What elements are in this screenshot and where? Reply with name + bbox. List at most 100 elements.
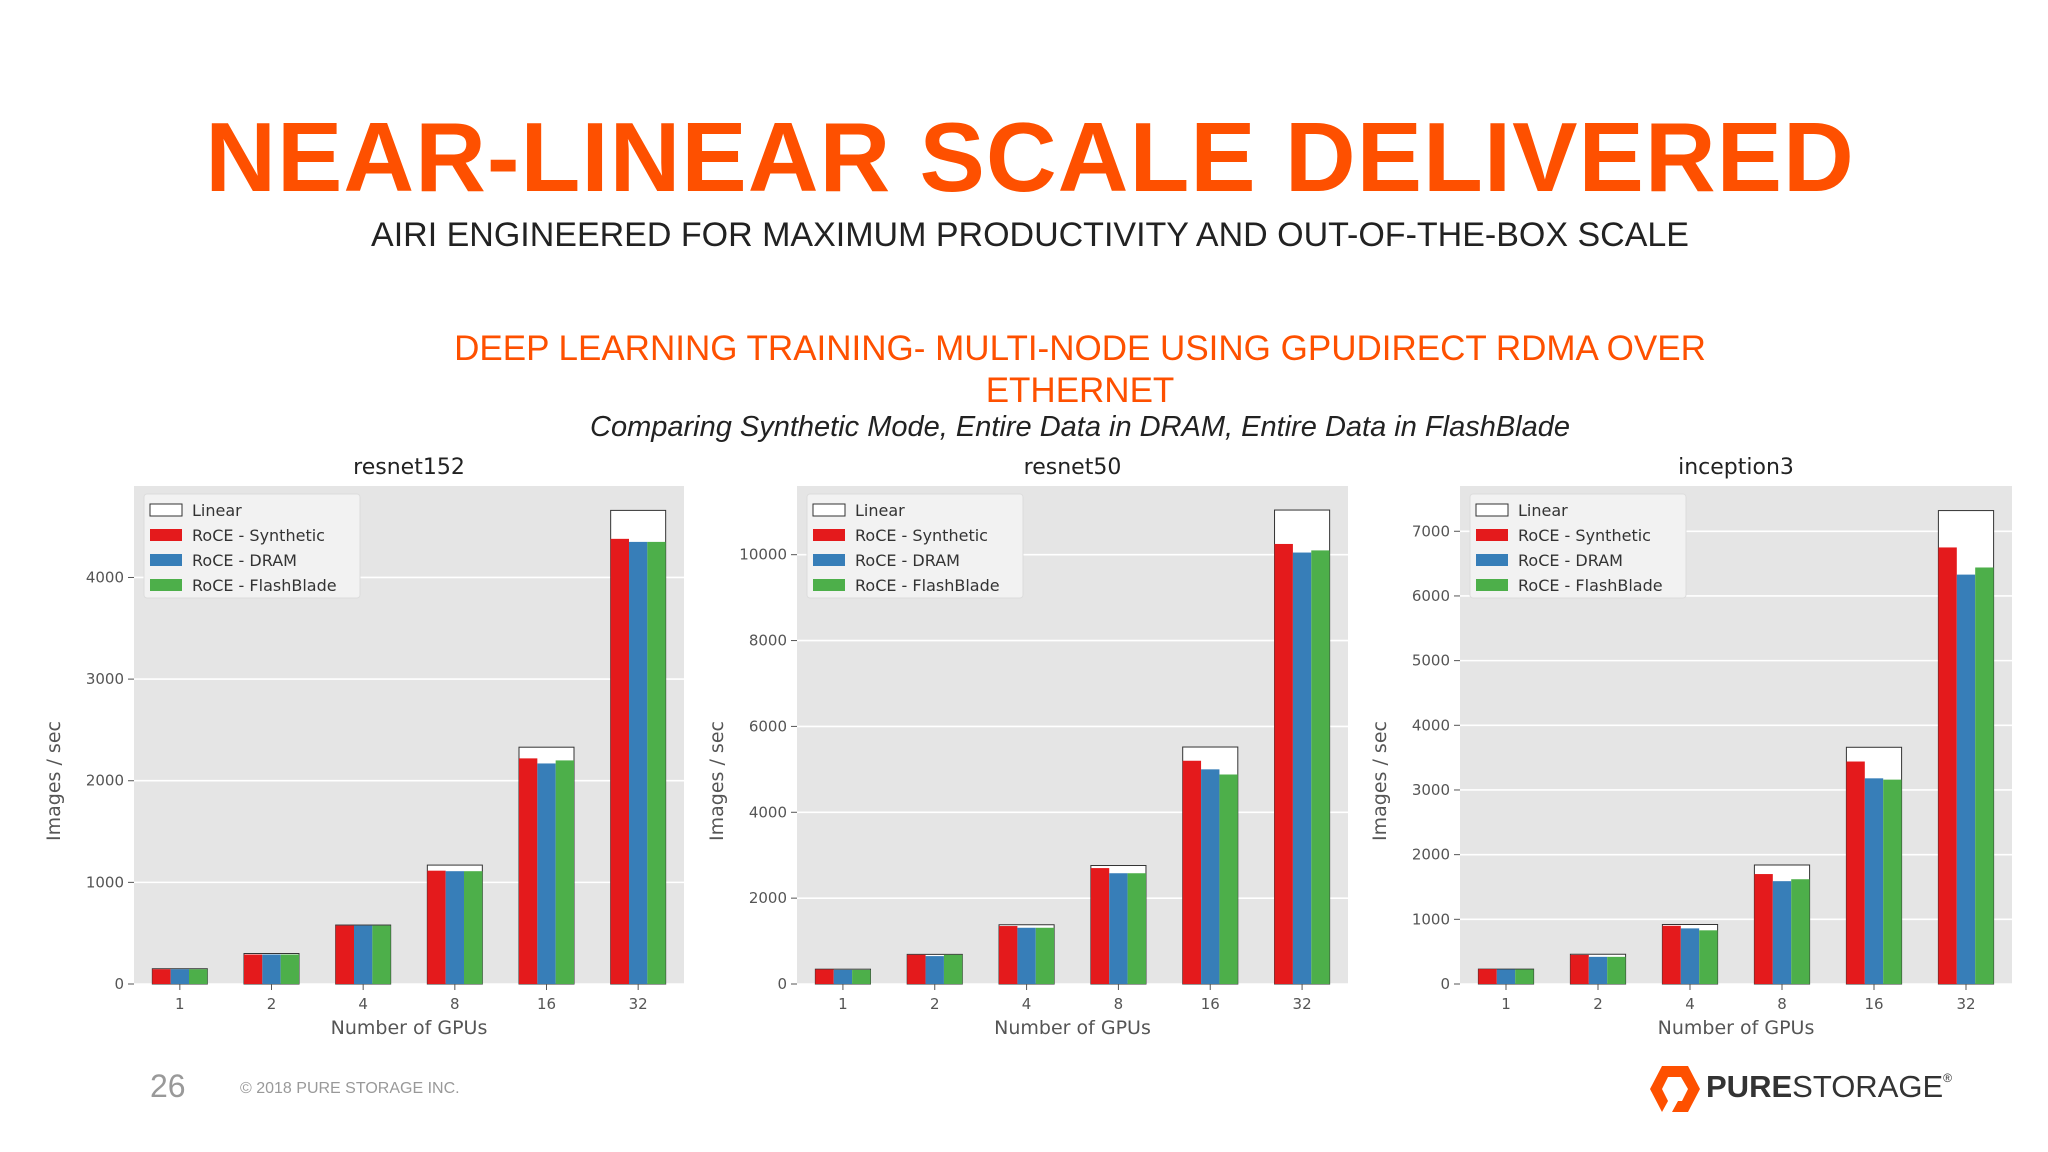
bar-flashblade-4 [1699, 930, 1718, 984]
pure-storage-logo-text: PURESTORAGE® [1706, 1069, 1952, 1105]
legend-label-synthetic: RoCE - Synthetic [855, 526, 988, 545]
legend-label-synthetic: RoCE - Synthetic [192, 526, 325, 545]
bar-dram-16 [1201, 769, 1220, 984]
x-tick-label: 4 [1685, 995, 1695, 1013]
logo-mark: ® [1943, 1071, 1953, 1085]
legend-swatch-linear [149, 503, 183, 517]
legend-swatch-flashblade [813, 579, 845, 591]
y-axis-label: Images / sec [1369, 721, 1391, 841]
bar-synthetic-32 [610, 538, 629, 984]
comparison-caption: Comparing Synthetic Mode, Entire Data in… [590, 411, 1570, 443]
y-tick-label: 2000 [749, 889, 787, 907]
chart-title: inception3 [1678, 455, 1794, 480]
y-tick-label: 3000 [1412, 781, 1450, 799]
legend-label-flashblade: RoCE - FlashBlade [855, 576, 1000, 595]
bar-synthetic-2 [907, 954, 926, 984]
legend-label-dram: RoCE - DRAM [1518, 551, 1623, 570]
y-tick-label: 5000 [1412, 652, 1450, 670]
x-tick-label: 4 [358, 995, 368, 1013]
bar-dram-2 [1588, 956, 1608, 984]
bar-dram-4 [354, 925, 373, 984]
bar-dram-8 [1109, 873, 1128, 984]
legend-label-flashblade: RoCE - FlashBlade [1518, 576, 1663, 595]
legend: Linear RoCE - Synthetic RoCE - DRAM RoCE - … [806, 493, 1024, 599]
bar-flashblade-2 [943, 954, 963, 984]
bar-synthetic-1 [815, 969, 834, 984]
y-tick-label: 4000 [749, 803, 787, 821]
copyright-notice: © 2018 PURE STORAGE INC. [240, 1080, 460, 1097]
bar-dram-1 [833, 969, 853, 984]
bar-synthetic-4 [335, 925, 354, 984]
x-tick-label: 1 [838, 995, 848, 1013]
legend: Linear RoCE - Synthetic RoCE - DRAM RoCE - … [143, 493, 361, 599]
x-tick-label: 16 [1201, 995, 1220, 1013]
bar-synthetic-16 [1846, 761, 1865, 984]
y-tick-label: 0 [1440, 975, 1450, 993]
bar-synthetic-32 [1274, 543, 1293, 984]
y-tick-label: 0 [114, 975, 124, 993]
bar-synthetic-2 [1570, 954, 1589, 984]
y-tick-label: 2000 [86, 772, 124, 790]
y-axis-label: Images / sec [43, 721, 65, 841]
slide-title: NEAR-LINEAR SCALE DELIVERED [205, 102, 1855, 212]
legend-swatch-synthetic [150, 529, 182, 541]
legend-swatch-flashblade [150, 579, 182, 591]
pure-storage-logo: PURESTORAGE® [1648, 1060, 1952, 1116]
x-tick-label: 1 [1501, 995, 1511, 1013]
bar-flashblade-32 [1975, 567, 1994, 984]
section-heading: DEEP LEARNING TRAINING- MULTI-NODE USING… [0, 328, 2048, 412]
x-tick-label: 1 [175, 995, 185, 1013]
bar-dram-1 [1496, 969, 1516, 984]
x-axis-label: Number of GPUs [1658, 1017, 1815, 1039]
bar-flashblade-2 [280, 954, 299, 984]
bar-synthetic-4 [1662, 925, 1681, 984]
section-heading-line-1: DEEP LEARNING TRAINING- MULTI-NODE USING… [454, 329, 1706, 368]
bar-flashblade-4 [1035, 927, 1055, 984]
x-tick-label: 2 [267, 995, 277, 1013]
legend-label-linear: Linear [1518, 501, 1568, 520]
bar-flashblade-8 [464, 871, 483, 984]
chart-resnet152: 0 1000 2000 3000 4000 1 2 4 8 16 32 resnet152 Number… [43, 455, 684, 1039]
legend-label-synthetic: RoCE - Synthetic [1518, 526, 1651, 545]
logo-bold: PURE [1706, 1069, 1793, 1104]
legend-swatch-synthetic [1476, 529, 1508, 541]
legend-label-flashblade: RoCE - FlashBlade [192, 576, 337, 595]
y-tick-label: 4000 [86, 568, 124, 586]
x-tick-label: 8 [1777, 995, 1787, 1013]
legend-box [806, 493, 1024, 599]
bar-dram-16 [537, 763, 556, 984]
bar-flashblade-1 [1515, 969, 1534, 984]
pure-storage-logo-icon [1650, 1066, 1700, 1112]
legend-swatch-dram [150, 554, 182, 566]
bar-dram-8 [445, 871, 464, 984]
x-tick-label: 8 [1114, 995, 1124, 1013]
bar-flashblade-2 [1607, 956, 1626, 984]
bar-dram-8 [1772, 881, 1792, 984]
bar-synthetic-8 [1090, 868, 1110, 984]
bar-flashblade-16 [1883, 779, 1902, 984]
legend-swatch-flashblade [1476, 579, 1508, 591]
x-tick-label: 16 [1864, 995, 1883, 1013]
x-tick-label: 8 [450, 995, 460, 1013]
bar-flashblade-8 [1127, 873, 1146, 984]
x-tick-label: 16 [537, 995, 556, 1013]
y-tick-label: 6000 [749, 717, 787, 735]
bar-dram-32 [1292, 552, 1312, 984]
y-tick-label: 3000 [86, 670, 124, 688]
y-tick-label: 1000 [86, 873, 124, 891]
bar-synthetic-32 [1938, 547, 1957, 984]
bar-dram-4 [1017, 927, 1036, 984]
y-tick-label: 6000 [1412, 587, 1450, 605]
bar-flashblade-1 [189, 969, 208, 984]
bar-dram-2 [262, 954, 281, 984]
bar-synthetic-4 [999, 926, 1018, 984]
y-tick-label: 2000 [1412, 846, 1450, 864]
legend-swatch-dram [813, 554, 845, 566]
y-tick-label: 7000 [1412, 522, 1450, 540]
y-axis-label: Images / sec [706, 721, 728, 841]
bar-synthetic-16 [1182, 760, 1202, 984]
legend-label-linear: Linear [855, 501, 905, 520]
bar-synthetic-16 [519, 758, 538, 984]
y-tick-label: 4000 [1412, 716, 1450, 734]
